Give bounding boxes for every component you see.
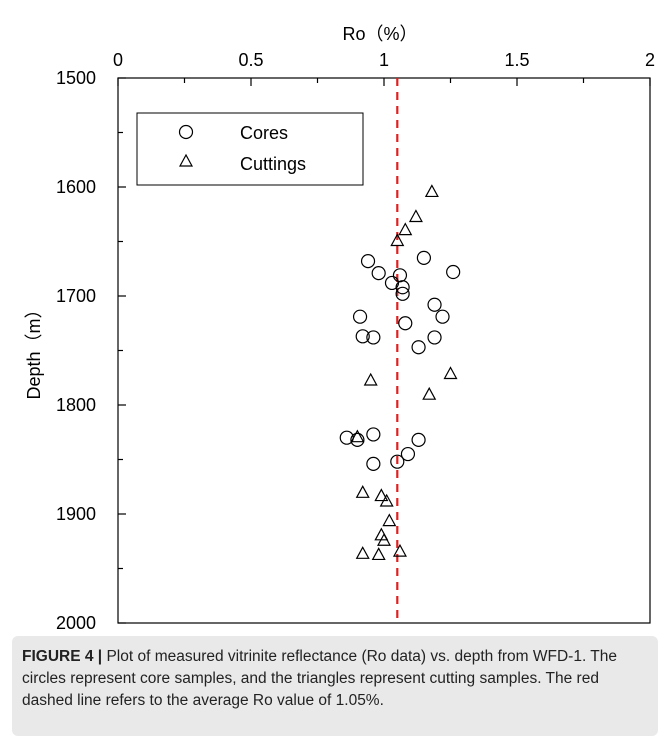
core-point — [427, 330, 442, 345]
core-point — [371, 266, 386, 281]
x-axis: 0 0.5 1 1.5 2 — [113, 50, 655, 86]
legend-label-cores: Cores — [240, 123, 288, 143]
y-tick-label: 1500 — [56, 68, 96, 88]
legend-box — [136, 112, 364, 186]
cutting-point — [424, 184, 439, 198]
legend-label-cuttings: Cuttings — [240, 154, 306, 174]
cutting-point — [355, 485, 370, 498]
core-point — [398, 316, 413, 331]
y-tick-label: 1800 — [56, 395, 96, 415]
core-point — [366, 427, 381, 442]
cutting-point — [374, 488, 389, 502]
cutting-point — [392, 543, 407, 557]
y-tick-label: 1600 — [56, 177, 96, 197]
figure-caption: FIGURE 4 | Plot of measured vitrinite re… — [12, 636, 658, 736]
cutting-point — [376, 532, 392, 546]
cutting-point — [363, 372, 378, 386]
x-tick-label: 1 — [379, 50, 389, 70]
y-tick-label: 1900 — [56, 504, 96, 524]
caption-label: FIGURE 4 | — [22, 648, 103, 665]
cutting-point — [408, 209, 423, 223]
core-point — [355, 329, 370, 344]
x-tick-label: 2 — [645, 50, 655, 70]
core-point — [392, 268, 408, 283]
x-tick-label: 0.5 — [238, 50, 263, 70]
legend: Cores Cuttings — [136, 112, 364, 186]
legend-circle-marker — [178, 124, 194, 140]
core-point — [366, 330, 381, 345]
core-point — [395, 286, 410, 301]
y-axis: 1500 1600 1700 1800 1900 2000 — [56, 68, 126, 633]
cutting-point — [422, 386, 437, 400]
caption-body: Plot of measured vitrinite reflectance (… — [22, 648, 618, 709]
core-point — [446, 264, 461, 280]
core-point — [366, 456, 381, 471]
caption-text: FIGURE 4 | Plot of measured vitrinite re… — [22, 646, 648, 712]
cutting-point — [350, 429, 365, 443]
core-point — [400, 446, 416, 462]
core-point — [350, 432, 365, 447]
core-point — [352, 309, 368, 324]
y-tick-label: 1700 — [56, 286, 96, 306]
core-point — [435, 309, 450, 324]
cutting-point — [355, 546, 370, 559]
core-point — [390, 454, 405, 469]
x-axis-title: Ro（%） — [342, 24, 417, 44]
x-tick-label: 1.5 — [504, 50, 529, 70]
data-points — [339, 184, 461, 561]
plot-frame — [117, 77, 651, 624]
core-point — [411, 340, 426, 355]
core-point — [411, 432, 426, 447]
core-point — [416, 250, 431, 265]
y-axis-title: Depth（m） — [24, 300, 44, 399]
y-tick-label: 2000 — [56, 613, 96, 633]
cutting-point — [371, 547, 386, 561]
core-point — [360, 254, 376, 269]
cutting-point — [379, 493, 394, 507]
core-point — [395, 280, 410, 295]
legend-triangle-marker — [178, 153, 194, 167]
cutting-point — [390, 233, 405, 247]
core-point — [427, 297, 442, 312]
x-tick-label: 0 — [113, 50, 123, 70]
cutting-point — [398, 222, 413, 236]
scatter-chart: Ro（%） Depth（m） 0 0.5 1 1.5 2 1500 1600 1700 180… — [24, 24, 655, 633]
cutting-point — [382, 513, 397, 527]
cutting-point — [443, 366, 458, 380]
